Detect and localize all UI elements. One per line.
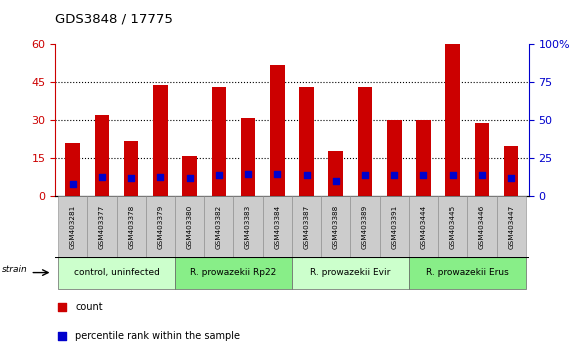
Bar xyxy=(446,44,460,196)
Bar xyxy=(379,196,409,257)
Bar xyxy=(182,156,197,196)
Point xyxy=(243,171,253,177)
Text: GSM403383: GSM403383 xyxy=(245,205,251,249)
Point xyxy=(478,172,487,178)
Text: GSM403391: GSM403391 xyxy=(391,205,397,249)
Bar xyxy=(58,257,175,289)
Text: R. prowazekii Rp22: R. prowazekii Rp22 xyxy=(191,268,277,277)
Text: GSM403446: GSM403446 xyxy=(479,205,485,249)
Bar xyxy=(95,115,109,196)
Bar xyxy=(387,120,401,196)
Bar xyxy=(175,196,205,257)
Text: count: count xyxy=(75,302,103,312)
Bar xyxy=(409,257,526,289)
Point xyxy=(272,171,282,177)
Point xyxy=(127,175,136,181)
Text: GSM403379: GSM403379 xyxy=(157,205,163,249)
Bar xyxy=(299,87,314,196)
Text: GDS3848 / 17775: GDS3848 / 17775 xyxy=(55,12,173,25)
Bar xyxy=(358,87,372,196)
Text: GSM403444: GSM403444 xyxy=(421,205,426,249)
Bar xyxy=(87,196,117,257)
Bar xyxy=(66,143,80,196)
Text: percentile rank within the sample: percentile rank within the sample xyxy=(75,331,240,341)
Bar xyxy=(409,196,438,257)
Bar xyxy=(146,196,175,257)
Point xyxy=(360,172,370,178)
Bar xyxy=(117,196,146,257)
Point xyxy=(58,304,67,310)
Point xyxy=(302,172,311,178)
Text: R. prowazekii Evir: R. prowazekii Evir xyxy=(310,268,390,277)
Point xyxy=(214,172,224,178)
Point xyxy=(448,172,457,178)
Text: R. prowazekii Erus: R. prowazekii Erus xyxy=(426,268,509,277)
Bar xyxy=(497,196,526,257)
Text: GSM403447: GSM403447 xyxy=(508,205,514,249)
Text: GSM403378: GSM403378 xyxy=(128,205,134,249)
Bar xyxy=(350,196,379,257)
Point xyxy=(185,175,194,181)
Bar xyxy=(416,120,431,196)
Bar xyxy=(328,151,343,196)
Text: GSM403384: GSM403384 xyxy=(274,205,281,249)
Bar xyxy=(153,85,168,196)
Point xyxy=(58,333,67,338)
Bar xyxy=(205,196,234,257)
Bar xyxy=(467,196,497,257)
Bar xyxy=(270,64,285,196)
Bar xyxy=(475,123,489,196)
Text: GSM403388: GSM403388 xyxy=(333,205,339,249)
Bar xyxy=(292,196,321,257)
Bar xyxy=(58,196,87,257)
Bar xyxy=(321,196,350,257)
Text: GSM403377: GSM403377 xyxy=(99,205,105,249)
Point xyxy=(331,178,340,184)
Text: control, uninfected: control, uninfected xyxy=(74,268,160,277)
Bar xyxy=(175,257,292,289)
Text: GSM403389: GSM403389 xyxy=(362,205,368,249)
Point xyxy=(390,172,399,178)
Text: GSM403380: GSM403380 xyxy=(187,205,193,249)
Bar xyxy=(241,118,256,196)
Bar xyxy=(504,146,518,196)
Text: strain: strain xyxy=(2,264,27,274)
Point xyxy=(97,174,106,179)
Point xyxy=(156,174,165,179)
Bar xyxy=(124,141,138,196)
Text: GSM403281: GSM403281 xyxy=(70,205,76,249)
Point xyxy=(68,182,77,187)
Text: GSM403382: GSM403382 xyxy=(216,205,222,249)
Text: GSM403445: GSM403445 xyxy=(450,205,456,249)
Bar xyxy=(292,257,409,289)
Text: GSM403387: GSM403387 xyxy=(303,205,310,249)
Bar xyxy=(211,87,226,196)
Point xyxy=(507,175,516,181)
Bar xyxy=(438,196,467,257)
Bar xyxy=(263,196,292,257)
Point xyxy=(419,172,428,178)
Bar xyxy=(234,196,263,257)
